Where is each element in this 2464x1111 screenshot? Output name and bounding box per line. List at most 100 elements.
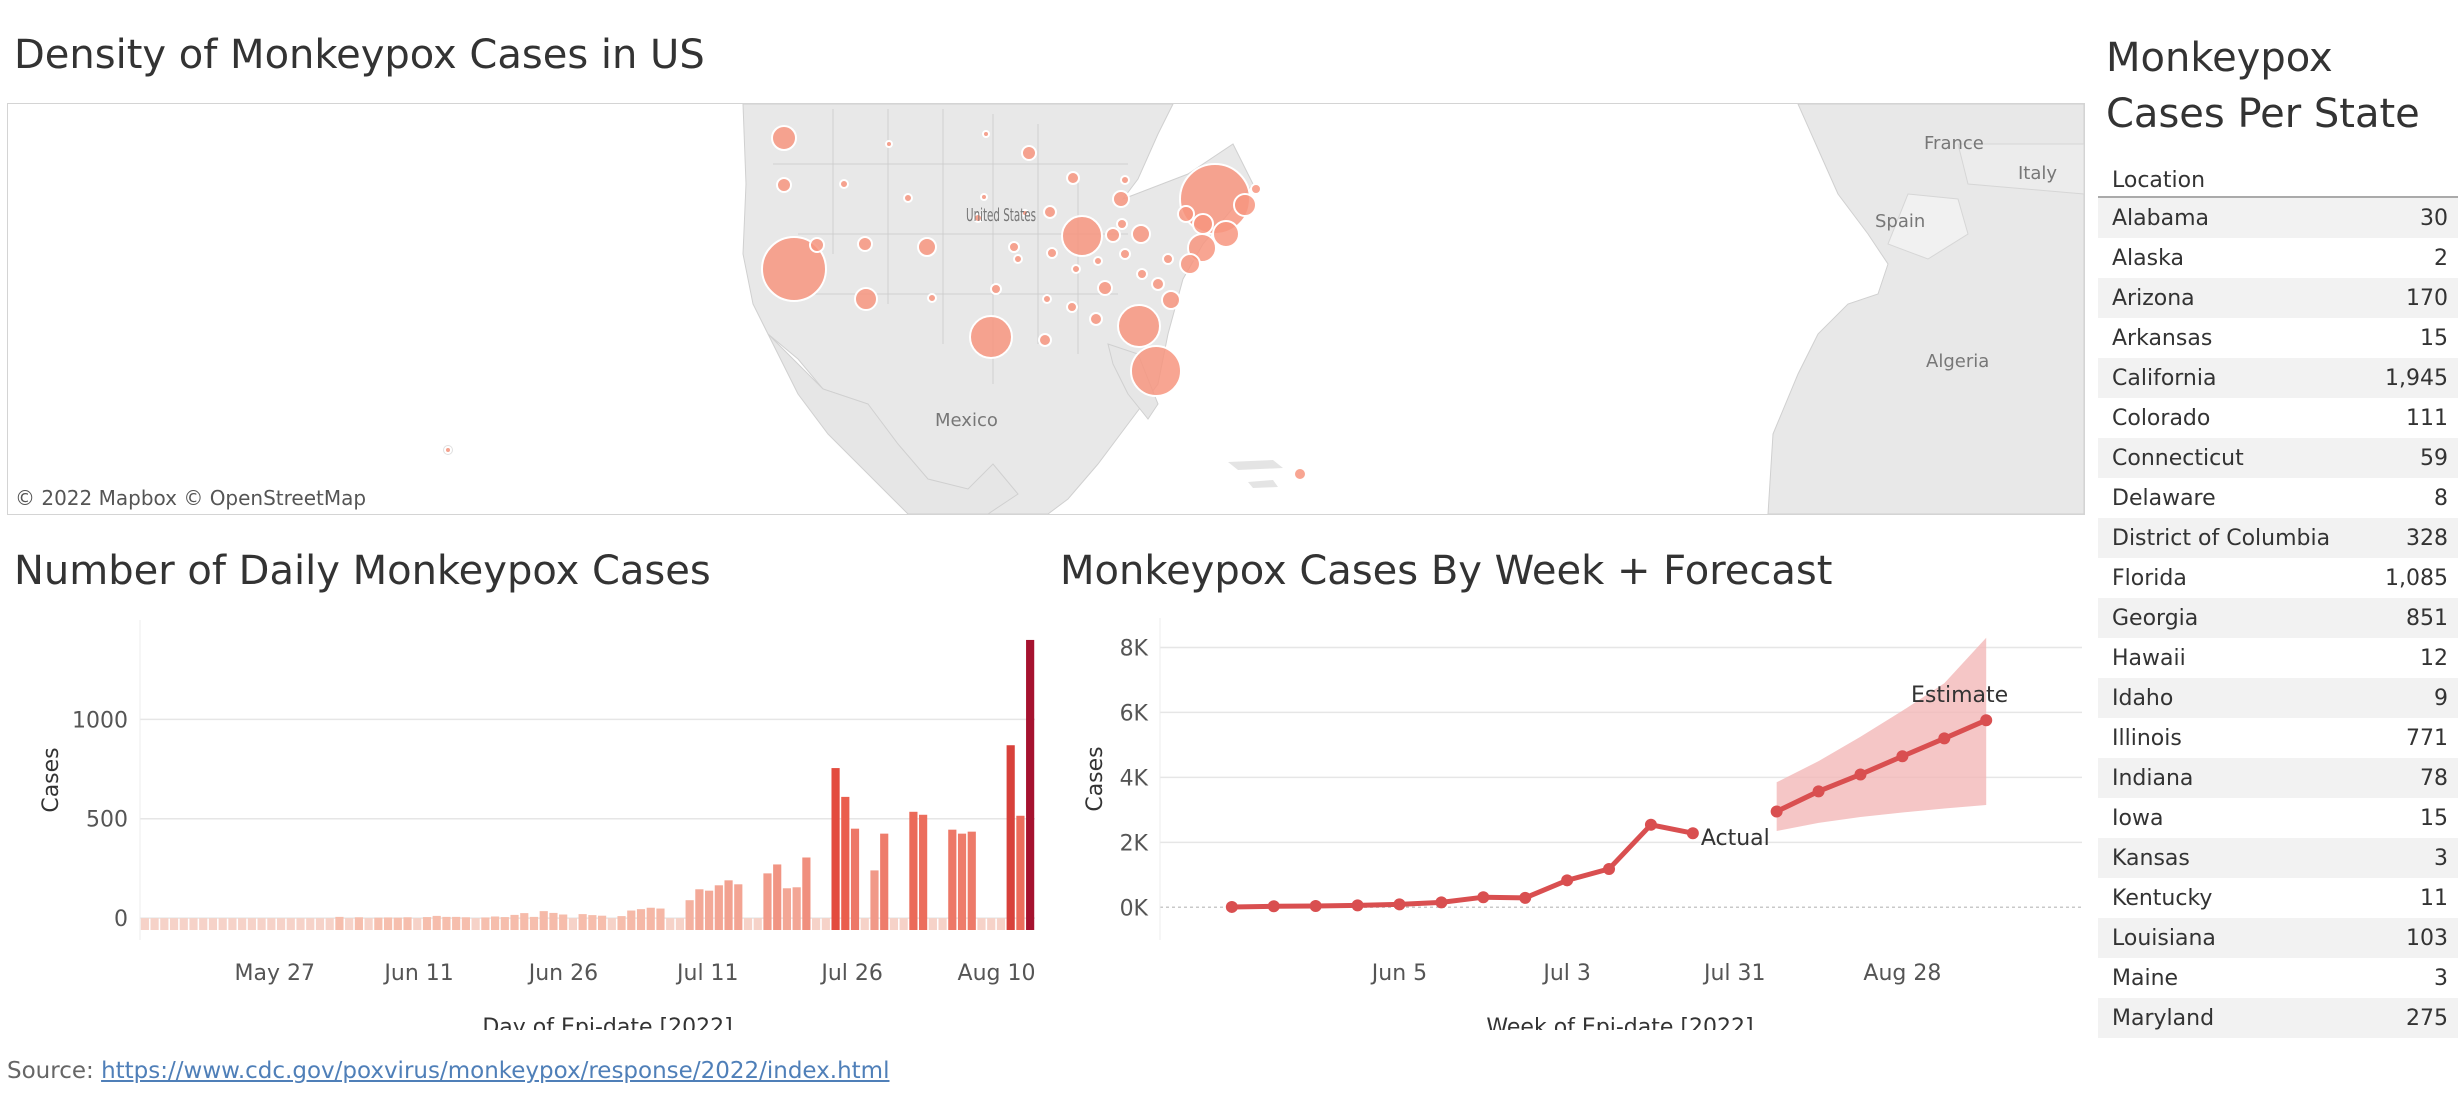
- bar: [957, 833, 967, 930]
- bar: [948, 829, 957, 930]
- table-row[interactable]: California 1,945: [2098, 358, 2458, 398]
- state-cases: 328: [2406, 525, 2448, 551]
- daily-cases-chart[interactable]: 0 500 1000 May 27 Jun 11 Jun 26 Jul 11 Jul 26 Au…: [0, 600, 1050, 1030]
- bar: [987, 918, 996, 930]
- state-cases: 15: [2420, 325, 2448, 351]
- y-tick-label: 2K: [1120, 831, 1149, 856]
- bar: [257, 918, 266, 930]
- table-row[interactable]: Arizona 170: [2098, 278, 2458, 318]
- state-cases: 771: [2406, 725, 2448, 751]
- bar: [646, 907, 655, 930]
- state-cases: 170: [2406, 285, 2448, 311]
- data-point: [1896, 750, 1909, 763]
- table-row[interactable]: Delaware 8: [2098, 478, 2458, 518]
- table-row[interactable]: Alabama 30: [2098, 198, 2458, 238]
- state-name: Kansas: [2112, 845, 2190, 871]
- state-name: Alaska: [2112, 245, 2184, 271]
- bar: [977, 918, 986, 930]
- bar: [267, 918, 276, 930]
- bar: [928, 918, 937, 930]
- bar: [374, 917, 383, 930]
- table-row[interactable]: Iowa 15: [2098, 798, 2458, 838]
- state-cases-table[interactable]: Location Alabama 30 Alaska 2 Arizona 170 Arkan…: [2098, 162, 2458, 1068]
- bar: [1006, 745, 1015, 930]
- table-body[interactable]: Alabama 30 Alaska 2 Arizona 170 Arkansas 15 Cali…: [2098, 198, 2458, 1068]
- state-name: Georgia: [2112, 605, 2199, 631]
- bar: [685, 900, 694, 930]
- bar: [1016, 815, 1025, 930]
- table-row[interactable]: Alaska 2: [2098, 238, 2458, 278]
- table-row[interactable]: Maine 3: [2098, 958, 2458, 998]
- bar: [296, 918, 305, 930]
- state-name: Idaho: [2112, 685, 2174, 711]
- state-cases: 1,945: [2385, 365, 2448, 391]
- table-row[interactable]: Colorado 111: [2098, 398, 2458, 438]
- y-tick-label: 4K: [1120, 766, 1149, 791]
- table-header-location[interactable]: Location: [2098, 162, 2458, 198]
- y-tick-label: 8K: [1120, 636, 1149, 661]
- bar: [909, 811, 918, 930]
- bar: [821, 918, 830, 930]
- table-row[interactable]: Louisiana 103: [2098, 918, 2458, 958]
- bar: [802, 857, 811, 930]
- bar: [889, 918, 899, 930]
- table-row[interactable]: Kansas 3: [2098, 838, 2458, 878]
- data-point: [1854, 768, 1867, 781]
- state-name: District of Columbia: [2112, 525, 2331, 551]
- bar: [179, 918, 188, 930]
- bar: [559, 914, 568, 930]
- state-cases: 8: [2434, 485, 2448, 511]
- x-tick-label: Jun 5: [1370, 961, 1427, 986]
- bar: [345, 918, 354, 930]
- bar: [743, 918, 753, 930]
- table-row[interactable]: Georgia 851: [2098, 598, 2458, 638]
- table-row[interactable]: Maryland 275: [2098, 998, 2458, 1038]
- bar: [549, 912, 558, 930]
- map-label-algeria: Algeria: [1926, 351, 1989, 372]
- table-row[interactable]: Connecticut 59: [2098, 438, 2458, 478]
- x-tick-label: Jul 26: [819, 961, 883, 986]
- daily-chart-title: Number of Daily Monkeypox Cases: [14, 548, 711, 594]
- weekly-forecast-chart[interactable]: 0K 2K 4K 6K 8K Actual Estimate Jun 5 Jul 3 Jul 31…: [1050, 600, 2090, 1030]
- series-label-actual: Actual: [1701, 826, 1770, 851]
- bar: [675, 918, 685, 930]
- bar: [899, 918, 908, 930]
- x-tick-label: Jul 3: [1541, 961, 1591, 986]
- bar: [753, 918, 762, 930]
- state-name: Hawaii: [2112, 645, 2186, 671]
- table-row[interactable]: Idaho 9: [2098, 678, 2458, 718]
- table-row[interactable]: Indiana 78: [2098, 758, 2458, 798]
- state-name: Louisiana: [2112, 925, 2216, 951]
- us-density-map[interactable]: United States Mexico France Spain Italy …: [7, 103, 2085, 515]
- bar: [228, 918, 237, 930]
- table-row[interactable]: Hawaii 12: [2098, 638, 2458, 678]
- bar: [763, 873, 772, 930]
- y-tick-label: 1000: [72, 708, 128, 733]
- bar: [1026, 639, 1035, 930]
- y-tick-label: 0: [114, 907, 128, 932]
- bar: [276, 918, 286, 930]
- x-tick-label: May 27: [234, 961, 314, 986]
- table-row[interactable]: District of Columbia 328: [2098, 518, 2458, 558]
- table-row[interactable]: Florida 1,085: [2098, 558, 2458, 598]
- bar: [831, 768, 840, 930]
- mexico-land: [767, 333, 1019, 514]
- bar: [636, 909, 646, 930]
- data-point: [1519, 891, 1532, 904]
- state-name: Iowa: [2112, 805, 2164, 831]
- data-point: [1812, 785, 1825, 798]
- source-link[interactable]: https://www.cdc.gov/poxvirus/monkeypox/r…: [101, 1058, 890, 1084]
- table-row[interactable]: Illinois 771: [2098, 718, 2458, 758]
- y-axis-title: Cases: [1083, 746, 1108, 811]
- bar: [510, 914, 519, 930]
- bar: [247, 918, 256, 930]
- source-label: Source:: [7, 1058, 102, 1084]
- map-canvas[interactable]: United States Mexico France Spain Italy …: [8, 104, 2084, 514]
- data-point: [1393, 898, 1406, 911]
- table-row[interactable]: Kentucky 11: [2098, 878, 2458, 918]
- state-cases: 3: [2434, 845, 2448, 871]
- state-name: Florida: [2112, 565, 2187, 591]
- table-row[interactable]: Arkansas 15: [2098, 318, 2458, 358]
- bar: [442, 916, 451, 930]
- state-cases: 275: [2406, 1005, 2448, 1031]
